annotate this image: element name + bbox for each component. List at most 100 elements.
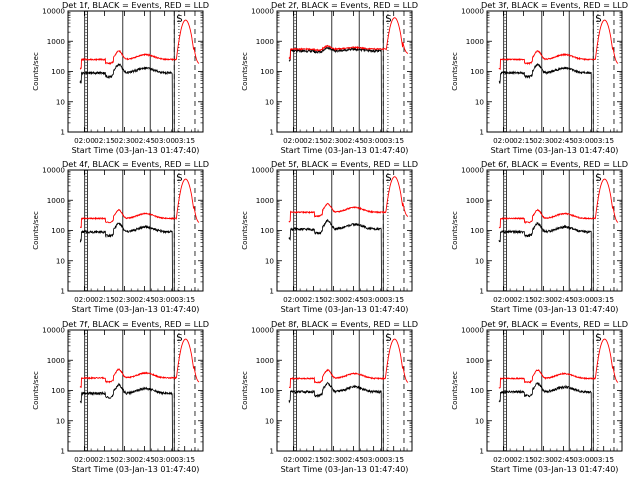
y-axis-label: Counts/sec [451,211,459,250]
x-tick-label: 02:45 [134,295,155,304]
x-tick-label: 02:30 [533,136,554,145]
x-tick-label: 02:00 [283,295,304,304]
x-tick-label: 02:45 [553,136,574,145]
lld-series-line [498,178,619,229]
y-tick-label: 10000 [251,326,274,335]
y-tick-label: 10000 [461,326,484,335]
y-axis-label: Counts/sec [451,52,459,91]
plot-frame [276,169,413,292]
y-tick-label: 10000 [42,7,65,16]
panel-title: Det 4f, BLACK = Events, RED = LLD [62,159,209,169]
detector-panel-5: Det 5f, BLACK = Events, RED = LLD Counts/… [241,159,418,314]
y-tick-label: 1000 [256,37,275,46]
panel-title: Det 6f, BLACK = Events, RED = LLD [481,159,628,169]
events-series-line [79,382,173,451]
y-tick-label: 1 [60,447,65,456]
y-tick-label: 1000 [47,37,66,46]
y-tick-label: 1 [60,287,65,296]
detector-panel-1: Det 1f, BLACK = Events, RED = LLD Counts/… [32,0,209,155]
x-tick-label: 02:30 [533,455,554,464]
x-tick-label: 02:15 [513,455,534,464]
y-tick-label: 10 [56,416,66,425]
x-tick-label: 02:15 [303,455,324,464]
x-axis-label: Start Time (03-Jan-13 01:47:40) [72,465,200,474]
x-tick-label: 02:15 [94,136,115,145]
x-tick-label: 02:45 [553,295,574,304]
detector-panel-3: Det 3f, BLACK = Events, RED = LLD Counts/… [451,0,628,155]
saa-marker-label: S [595,333,601,344]
plot-frame [67,329,204,452]
y-tick-label: 1000 [47,356,66,365]
y-tick-label: 100 [51,226,65,235]
saa-marker-label: S [595,14,601,25]
x-axis-label: Start Time (03-Jan-13 01:47:40) [72,305,200,314]
x-axis-label: Start Time (03-Jan-13 01:47:40) [281,305,409,314]
plot-frame [276,10,413,133]
x-tick-label: 03:00 [573,295,594,304]
x-tick-label: 03:15 [383,136,404,145]
lld-series-line [288,17,409,60]
y-tick-label: 100 [260,386,274,395]
y-tick-label: 10000 [461,166,484,175]
y-tick-label: 10 [475,256,485,265]
x-tick-label: 02:30 [114,295,135,304]
y-tick-label: 1000 [466,196,485,205]
x-tick-label: 03:00 [154,295,175,304]
plot-frame [67,10,204,133]
y-tick-label: 1000 [256,196,275,205]
y-tick-label: 1000 [47,196,66,205]
x-axis-label: Start Time (03-Jan-13 01:47:40) [281,146,409,155]
saa-marker-label: S [176,173,182,184]
y-tick-label: 10 [265,97,275,106]
x-tick-label: 02:45 [343,136,364,145]
lld-series-line [80,178,200,229]
x-tick-label: 02:30 [323,136,344,145]
detector-panel-7: Det 7f, BLACK = Events, RED = LLD Counts/… [32,319,209,474]
x-tick-label: 03:15 [174,136,195,145]
y-tick-label: 1 [269,128,274,137]
detector-panel-9: Det 9f, BLACK = Events, RED = LLD Counts/… [451,319,628,474]
lld-series-line [79,338,200,388]
y-axis-label: Counts/sec [32,211,40,250]
x-tick-label: 02:00 [493,295,514,304]
y-tick-label: 10 [56,97,66,106]
lld-series-line [288,176,409,223]
y-tick-label: 100 [470,386,484,395]
x-tick-label: 02:15 [513,136,534,145]
y-tick-label: 100 [260,67,274,76]
x-tick-label: 02:45 [553,455,574,464]
lld-series-line [498,338,619,389]
plot-frame [486,329,623,452]
x-tick-label: 02:30 [114,455,135,464]
y-tick-label: 100 [470,226,484,235]
plot-frame [486,169,623,292]
y-tick-label: 1000 [466,356,485,365]
x-tick-label: 03:15 [174,455,195,464]
saa-marker-label: S [176,333,182,344]
x-tick-label: 02:15 [303,136,324,145]
events-series-line [79,63,173,132]
x-tick-label: 03:00 [363,136,384,145]
saa-marker-label: S [176,14,182,25]
plot-frame [67,169,204,292]
x-tick-label: 02:30 [323,295,344,304]
y-tick-label: 100 [51,386,65,395]
x-axis-label: Start Time (03-Jan-13 01:47:40) [72,146,200,155]
y-tick-label: 1 [60,128,65,137]
y-axis-label: Counts/sec [32,371,40,410]
x-tick-label: 02:15 [94,455,115,464]
x-tick-label: 02:30 [323,455,344,464]
plot-frame [276,329,413,452]
panel-title: Det 3f, BLACK = Events, RED = LLD [481,0,628,10]
plot-frame [486,10,623,133]
lld-series-line [288,338,409,389]
y-axis-label: Counts/sec [32,52,40,91]
y-tick-label: 1 [479,287,484,296]
saa-marker-label: S [385,173,391,184]
events-series-line [288,46,382,132]
events-series-line [288,381,382,451]
events-series-line [288,218,382,291]
x-tick-label: 02:30 [533,295,554,304]
y-tick-label: 1000 [256,356,275,365]
x-tick-label: 02:00 [74,136,95,145]
